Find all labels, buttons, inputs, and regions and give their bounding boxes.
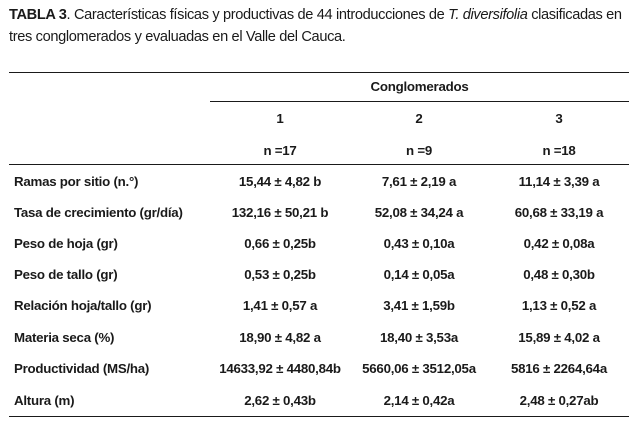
row-label: Productividad (MS/ha) bbox=[14, 361, 150, 376]
caption-text-after: clasificadas en tres conglomerados y eva… bbox=[9, 7, 622, 45]
row-label: Peso de tallo (gr) bbox=[14, 267, 118, 282]
group-header-rule bbox=[210, 101, 629, 102]
table-cell: 5660,06 ± 3512,05a bbox=[362, 361, 476, 376]
table-cell: 2,14 ± 0,42a bbox=[383, 393, 455, 408]
table-cell: 0,48 ± 0,30b bbox=[523, 267, 595, 282]
table-cell: 132,16 ± 50,21 b bbox=[231, 205, 329, 220]
caption-text-before: . Características físicas y productivas … bbox=[66, 7, 449, 23]
caption-species: T. diversifolia bbox=[448, 7, 528, 23]
header-rule bbox=[9, 164, 629, 165]
table-cell: 2,62 ± 0,43b bbox=[244, 393, 316, 408]
table-cell: 52,08 ± 34,24 a bbox=[374, 205, 464, 220]
column-header-2: 2 bbox=[415, 111, 423, 126]
table-cell: 0,42 ± 0,08a bbox=[523, 236, 595, 251]
table-cell: 2,48 ± 0,27ab bbox=[519, 393, 599, 408]
row-label: Altura (m) bbox=[14, 393, 75, 408]
table-cell: 7,61 ± 2,19 a bbox=[381, 174, 457, 189]
caption-label: TABLA 3 bbox=[9, 7, 67, 23]
table-cell: 0,43 ± 0,10a bbox=[383, 236, 455, 251]
group-header: Conglomerados bbox=[370, 79, 469, 94]
table-caption: TABLA 3. Características físicas y produ… bbox=[9, 4, 634, 48]
row-label: Peso de hoja (gr) bbox=[14, 236, 118, 251]
column-header-3: 3 bbox=[555, 111, 563, 126]
table-cell: 3,41 ± 1,59b bbox=[383, 298, 455, 313]
table-cell: 15,44 ± 4,82 b bbox=[238, 174, 322, 189]
table-cell: 0,14 ± 0,05a bbox=[383, 267, 455, 282]
top-rule bbox=[9, 72, 629, 73]
table-cell: 11,14 ± 3,39 a bbox=[518, 174, 600, 189]
column-n-2: n =9 bbox=[406, 143, 432, 158]
bottom-rule bbox=[9, 416, 629, 417]
column-n-3: n =18 bbox=[542, 143, 576, 158]
table-cell: 1,41 ± 0,57 a bbox=[242, 298, 318, 313]
table-cell: 60,68 ± 33,19 a bbox=[514, 205, 604, 220]
table-cell: 0,53 ± 0,25b bbox=[244, 267, 316, 282]
table-cell: 5816 ± 2264,64a bbox=[511, 361, 607, 376]
table-cell: 18,90 ± 4,82 a bbox=[239, 330, 321, 345]
table-cell: 14633,92 ± 4480,84b bbox=[219, 361, 341, 376]
row-label: Tasa de crecimiento (gr/día) bbox=[14, 205, 183, 220]
table-cell: 0,66 ± 0,25b bbox=[244, 236, 316, 251]
row-label: Relación hoja/tallo (gr) bbox=[14, 298, 152, 313]
table-cell: 18,40 ± 3,53a bbox=[380, 330, 458, 345]
table-cell: 1,13 ± 0,52 a bbox=[521, 298, 597, 313]
table-cell: 15,89 ± 4,02 a bbox=[518, 330, 600, 345]
column-n-1: n =17 bbox=[263, 143, 297, 158]
row-label: Ramas por sitio (n.°) bbox=[14, 174, 139, 189]
column-header-1: 1 bbox=[276, 111, 284, 126]
row-label: Materia seca (%) bbox=[14, 330, 115, 345]
